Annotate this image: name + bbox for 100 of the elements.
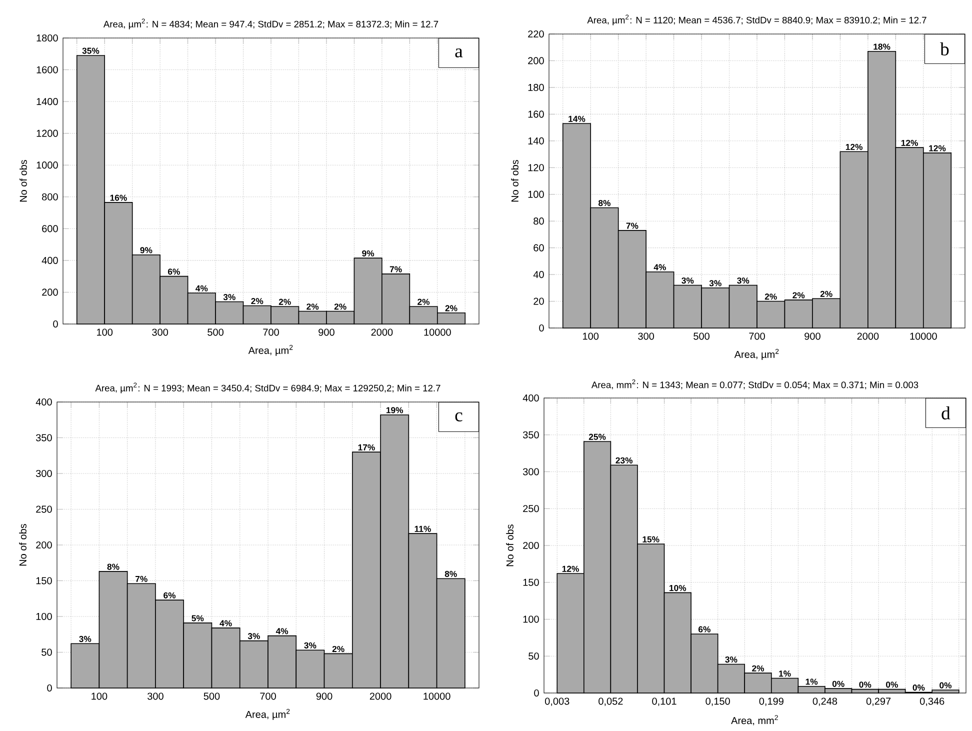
annotation: 3% — [709, 280, 722, 286]
y-tick-label: 300 — [36, 470, 52, 478]
x-axis-title: Area, µm$^{2}$ — [734, 348, 779, 360]
y-tick-label: 1800 — [36, 34, 58, 42]
annotation: 15% — [642, 536, 660, 542]
y-tick-label: 80 — [534, 218, 544, 225]
y-tick-label: 300 — [522, 468, 539, 476]
x-axis-title: Area, µm$^{2}$ — [248, 344, 293, 356]
annotation: 8% — [444, 570, 457, 577]
y-tick-label: 250 — [36, 506, 52, 513]
annotation: 17% — [358, 444, 375, 450]
annotation: a — [455, 48, 463, 58]
annotation: 4% — [196, 285, 208, 292]
y-tick-label: 200 — [528, 57, 544, 64]
annotation: 7% — [626, 222, 638, 229]
x-tick-label: 900 — [318, 328, 334, 336]
annotation: 2% — [334, 304, 346, 310]
x-tick-label: 700 — [260, 692, 276, 700]
annotation: 7% — [390, 266, 402, 272]
annotation: 2% — [764, 294, 777, 300]
annotation: 1% — [779, 670, 791, 677]
y-tick-label: 400 — [42, 256, 58, 264]
y-axis-title: No of obs — [20, 160, 27, 202]
x-tick-label: 100 — [583, 332, 599, 340]
y-tick-label: 250 — [523, 505, 539, 512]
y-tick-label: 350 — [36, 434, 52, 442]
annotation: c — [455, 412, 462, 422]
y-tick-label: 100 — [36, 612, 52, 620]
x-tick-label: 0,346 — [920, 698, 944, 706]
y-tick-label: 350 — [522, 431, 539, 438]
annotation: 0% — [886, 682, 898, 688]
annotation: d — [942, 406, 950, 420]
y-tick-label: 140 — [528, 137, 544, 144]
annotation: 2% — [445, 305, 458, 312]
annotation: 9% — [140, 247, 152, 254]
chart-title: Area, µm$^{2}$: N = 4834; Mean = 947.4; StdDv = 2851.2; Max = 81372.3; Min = 12.7 — [103, 18, 438, 30]
annotation: 2% — [278, 298, 291, 305]
annotation: 0% — [940, 682, 952, 688]
annotation: 2% — [418, 298, 430, 305]
annotation: 12% — [901, 140, 918, 146]
annotation: 8% — [598, 200, 610, 206]
annotation: 3% — [725, 656, 738, 663]
annotation: 3% — [79, 636, 92, 642]
x-tick-label: 500 — [204, 692, 220, 700]
y-tick-label: 1600 — [36, 66, 58, 74]
annotation: 6% — [168, 268, 180, 275]
x-tick-label: 100 — [97, 328, 113, 336]
y-tick-label: 200 — [523, 542, 539, 550]
x-tick-label: 2000 — [371, 328, 393, 336]
annotation: 3% — [682, 277, 694, 284]
annotation: b — [940, 42, 949, 56]
annotation: 35% — [82, 48, 100, 54]
y-tick-label: 200 — [42, 288, 58, 296]
annotation: 12% — [846, 144, 862, 150]
annotation: 0% — [859, 682, 872, 688]
chart-title: Area, mm$^{2}$: N = 1343; Mean = 0.077; StdDv = 0.054; Max = 0.371; Min = 0.003 — [591, 379, 918, 390]
y-tick-label: 400 — [522, 394, 539, 402]
x-tick-label: 10000 — [424, 328, 451, 336]
y-tick-label: 0 — [539, 324, 544, 332]
annotation: 1% — [806, 678, 818, 685]
y-tick-label: 40 — [533, 270, 544, 278]
x-tick-label: 0,297 — [866, 698, 891, 706]
y-axis-title: No of obs — [511, 160, 518, 202]
annotation: 5% — [192, 615, 204, 622]
annotation: 18% — [874, 44, 890, 50]
y-tick-label: 220 — [528, 30, 544, 38]
y-tick-label: 1000 — [36, 162, 58, 169]
x-tick-label: 0,248 — [812, 698, 838, 706]
x-tick-label: 100 — [92, 692, 108, 700]
annotation: 3% — [304, 642, 316, 648]
annotation: 10% — [670, 584, 686, 592]
annotation: 11% — [414, 526, 431, 532]
x-tick-label: 300 — [638, 332, 654, 340]
annotation: 2% — [820, 290, 832, 297]
annotation: 2% — [792, 292, 805, 298]
x-tick-label: 10000 — [910, 332, 937, 340]
x-axis-title: Area, mm$^{2}$ — [731, 715, 778, 726]
y-tick-label: 0 — [53, 320, 58, 328]
annotation: 2% — [752, 665, 764, 672]
x-tick-label: 300 — [152, 328, 168, 336]
y-tick-label: 50 — [42, 648, 52, 656]
annotation: 7% — [136, 576, 148, 582]
x-tick-label: 700 — [749, 332, 765, 340]
annotation: 4% — [276, 628, 288, 634]
annotation: 8% — [107, 564, 120, 570]
x-tick-label: 300 — [148, 692, 164, 700]
y-tick-label: 600 — [42, 225, 58, 232]
x-tick-label: 0,150 — [706, 698, 730, 706]
annotation: 12% — [562, 566, 579, 572]
x-tick-label: 700 — [263, 328, 279, 336]
y-tick-label: 150 — [36, 577, 52, 584]
annotation: 23% — [616, 457, 633, 464]
y-tick-label: 120 — [528, 164, 544, 172]
x-tick-label: 2000 — [370, 692, 392, 700]
x-tick-label: 0,052 — [598, 698, 623, 706]
y-tick-label: 1200 — [36, 130, 58, 137]
y-tick-label: 180 — [528, 84, 544, 91]
x-tick-label: 500 — [208, 328, 224, 336]
x-tick-label: 0,101 — [652, 698, 676, 706]
x-tick-label: 10000 — [424, 692, 450, 700]
